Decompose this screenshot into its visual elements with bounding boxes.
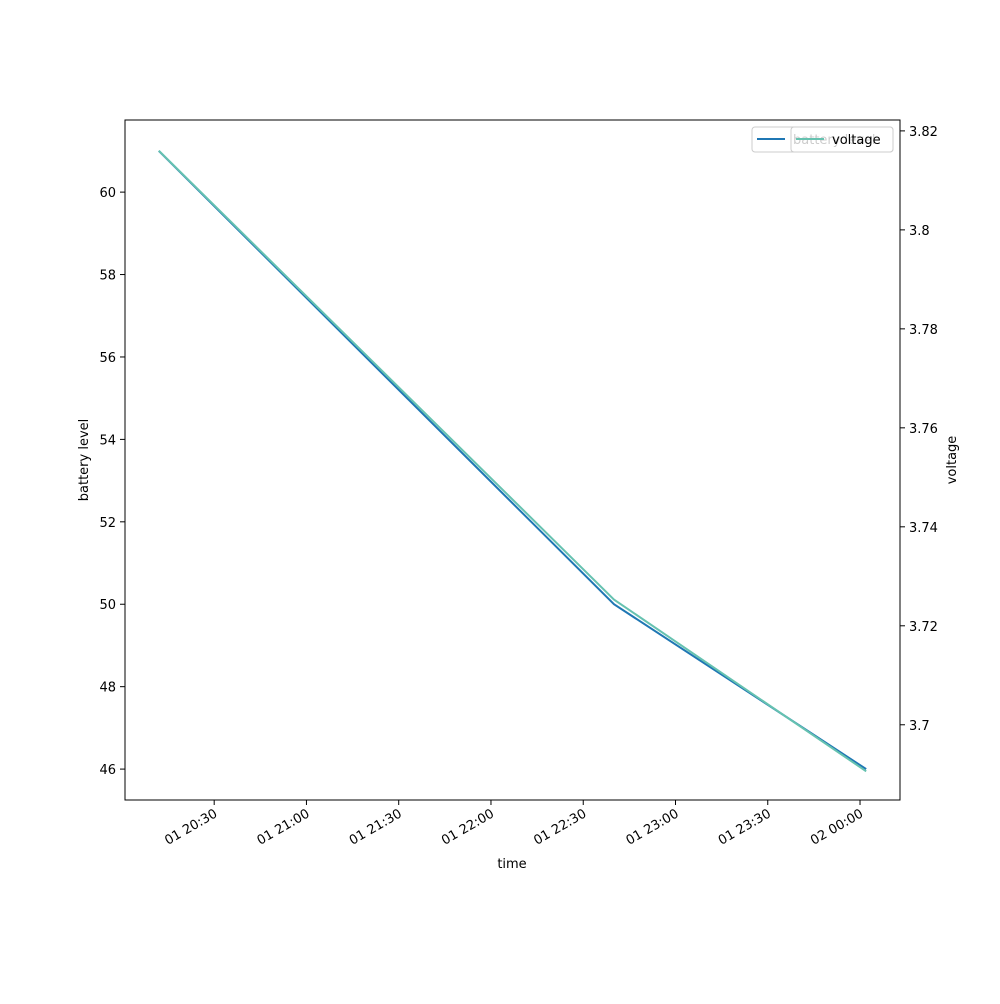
series-line (158, 150, 867, 770)
y2-tick-label: 3.7 (909, 719, 930, 734)
y-tick-label: 48 (99, 681, 116, 696)
y-tick-label: 56 (99, 351, 116, 366)
x-tick-label: 01 23:30 (716, 806, 774, 848)
y2-tick-label: 3.72 (909, 620, 938, 635)
y-tick-label: 54 (99, 433, 116, 448)
x-tick-label: 01 23:00 (624, 806, 682, 848)
y-tick-label: 52 (99, 516, 116, 531)
y2-tick-label: 3.8 (909, 224, 930, 239)
legend-label: voltage (832, 133, 881, 148)
x-tick-label: 01 22:00 (439, 806, 497, 848)
x-tick-label: 01 20:30 (162, 806, 220, 848)
y-axis-label: battery level (77, 419, 92, 502)
y2-axis-label: voltage (945, 436, 960, 485)
y2-tick-label: 3.82 (909, 125, 938, 140)
y-tick-label: 46 (99, 763, 116, 778)
y2-tick-label: 3.76 (909, 422, 938, 437)
x-tick-label: 02 00:00 (808, 806, 866, 848)
x-tick-label: 01 21:00 (255, 806, 313, 848)
y-tick-label: 58 (99, 269, 116, 284)
plot-frame (124, 119, 901, 801)
x-axis-label: time (497, 857, 526, 872)
y2-tick-label: 3.74 (909, 521, 938, 536)
y-tick-label: 60 (99, 186, 116, 201)
x-tick-label: 01 21:30 (347, 806, 405, 848)
y-tick-label: 50 (99, 598, 116, 613)
legend-box (790, 126, 894, 153)
y2-tick-label: 3.78 (909, 323, 938, 338)
series-line (158, 149, 867, 773)
legend: voltage (790, 126, 894, 153)
x-tick-label: 01 22:30 (531, 806, 589, 848)
